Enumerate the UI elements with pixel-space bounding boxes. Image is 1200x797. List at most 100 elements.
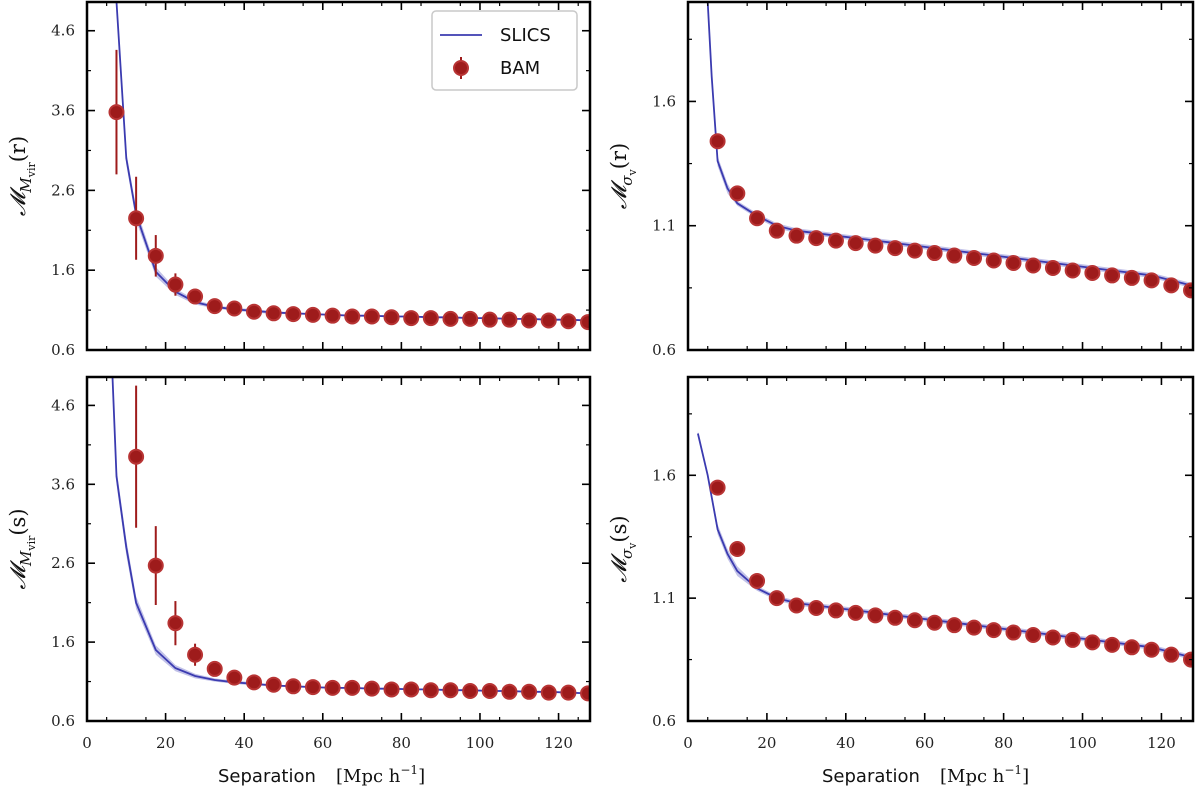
bam-point	[501, 683, 518, 700]
bam-point	[1123, 639, 1140, 656]
legend-slics-label: SLICS	[500, 25, 551, 46]
bam-point	[966, 619, 983, 636]
axes-frame	[85, 0, 592, 352]
bam-point	[729, 541, 746, 557]
slics-line	[706, 2, 1192, 287]
bam-point	[147, 247, 164, 264]
y-axis-label: 𝓜σv(s)	[607, 515, 639, 582]
slics-line	[111, 377, 589, 695]
y-axis-label: 𝓜Mvir(s)	[6, 508, 38, 589]
y-tick-label: 4.6	[51, 396, 75, 414]
panel-bottom-left: 0 20 40 60 80 100 120 0.6 1.6 2.6 3.6 4.6 𝓜Mvir(s)	[6, 375, 592, 752]
bam-point	[344, 308, 361, 325]
bam-point	[1084, 264, 1101, 281]
x-tick-label: 20	[757, 734, 776, 752]
bam-point	[966, 250, 983, 267]
bam-point	[226, 300, 243, 317]
bam-point	[946, 617, 963, 634]
bam-point	[1143, 641, 1160, 658]
bam-point	[1123, 269, 1140, 286]
slics-line	[697, 433, 1192, 658]
bam-point	[906, 242, 923, 259]
bam-point	[1104, 267, 1121, 284]
bam-point	[906, 612, 923, 629]
bam-point	[1025, 627, 1042, 643]
bam-point	[128, 448, 145, 465]
bam-point	[147, 557, 164, 574]
bam-point	[481, 311, 498, 328]
bam-point	[206, 660, 223, 677]
y-tick-label: 3.6	[51, 475, 75, 493]
bam-point	[887, 609, 904, 626]
bam-point	[442, 310, 459, 327]
plot-area	[111, 377, 590, 702]
bam-point	[867, 607, 884, 624]
bam-point	[206, 298, 223, 315]
y-tick-label: 0.6	[51, 712, 75, 730]
bam-point	[422, 310, 439, 327]
axes-frame	[686, 0, 1195, 352]
bam-point	[1163, 277, 1180, 294]
bam-point	[1064, 631, 1081, 648]
bam-point	[827, 232, 844, 249]
bam-point	[560, 313, 577, 330]
y-tick-label: 0.6	[51, 341, 75, 359]
bam-point	[867, 237, 884, 254]
xlabel-unit: [Mpc h−1]	[336, 763, 425, 787]
bam-point	[481, 683, 498, 700]
y-tick-label: 2.6	[51, 181, 75, 199]
bam-point	[749, 572, 766, 589]
bam-point	[442, 682, 459, 699]
y-tick-label: 1.6	[652, 466, 676, 484]
bam-point	[808, 230, 825, 247]
panel-top-right: 0.6 1.1 1.6 𝓜σv(r)	[607, 0, 1195, 359]
y-tick-label: 0.6	[652, 712, 676, 730]
bam-point	[462, 683, 479, 700]
bam-point	[1005, 624, 1022, 641]
bam-point	[1084, 634, 1101, 651]
bam-point	[501, 311, 518, 328]
bam-point	[580, 685, 590, 702]
bam-point	[540, 684, 557, 701]
bam-point	[285, 678, 302, 695]
xlabel-text: Separation	[822, 766, 920, 787]
bam-point	[985, 622, 1002, 639]
bam-point	[403, 681, 420, 698]
bam-point	[1064, 262, 1081, 279]
y-tick-label: 1.6	[51, 261, 75, 279]
bam-point	[167, 615, 184, 632]
slics-band	[707, 2, 1191, 288]
legend-bam-label: BAM	[500, 58, 540, 79]
x-tick-label: 40	[836, 734, 855, 752]
y-axis-label: 𝓜σv(r)	[607, 143, 639, 209]
bam-point	[560, 684, 577, 701]
xlabel-bottom-left: Separation [Mpc h−1]	[218, 763, 425, 787]
y-axis-label: 𝓜Mvir(r)	[6, 136, 38, 216]
bam-point	[128, 210, 145, 227]
bam-point	[887, 240, 904, 257]
bam-point	[1183, 282, 1193, 299]
bam-point	[827, 602, 844, 619]
bam-point	[167, 276, 184, 293]
bam-point	[344, 679, 361, 696]
bam-point	[1005, 255, 1022, 271]
xlabel-unit: [Mpc h−1]	[940, 763, 1029, 787]
y-tick-label: 2.6	[51, 554, 75, 572]
bam-point	[265, 676, 282, 693]
bam-point	[363, 680, 380, 697]
x-tick-label: 60	[915, 734, 934, 752]
panel-top-left: 0.6 1.6 2.6 3.6 4.6 𝓜Mvir(r)	[6, 0, 592, 359]
y-tick-label: 1.6	[51, 633, 75, 651]
bam-point	[422, 682, 439, 699]
bam-point	[383, 681, 400, 698]
bam-point	[226, 669, 243, 686]
x-tick-label: 120	[544, 734, 573, 752]
bam-point	[304, 306, 321, 323]
x-tick-label: 80	[994, 734, 1013, 752]
bam-point	[187, 288, 204, 305]
bam-point	[521, 312, 538, 329]
y-tick-label: 1.1	[652, 217, 676, 235]
plot-area	[706, 2, 1193, 299]
y-tick-label: 3.6	[51, 102, 75, 120]
